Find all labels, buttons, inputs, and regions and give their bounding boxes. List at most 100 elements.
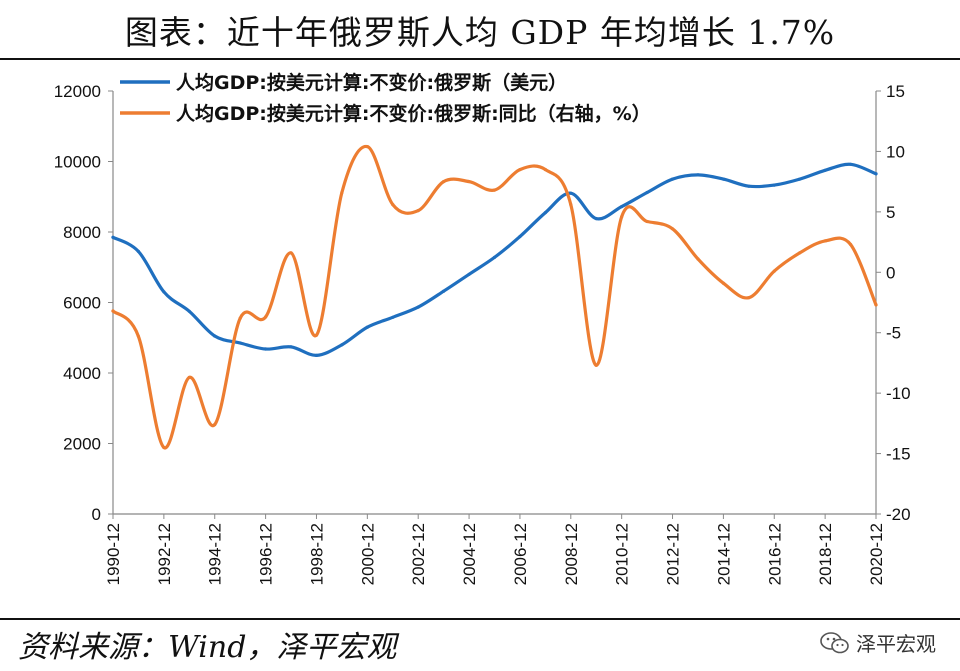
data-point-1-11 (391, 203, 395, 207)
data-point-1-3 (187, 375, 191, 379)
data-point-0-5 (238, 341, 242, 345)
data-point-0-14 (467, 272, 471, 276)
data-point-0-26 (772, 183, 776, 187)
data-point-0-20 (620, 205, 624, 209)
x-tick-label: 2012-12 (664, 523, 683, 585)
data-point-1-6 (264, 315, 268, 319)
wechat-icon (820, 631, 849, 653)
data-point-0-22 (670, 177, 675, 181)
right-tick-label: 10 (886, 142, 905, 161)
right-tick-label: -20 (886, 505, 911, 524)
data-point-1-2 (162, 445, 166, 450)
left-tick-label: 12000 (54, 82, 101, 101)
x-tick-label: 2004-12 (460, 523, 479, 585)
left-tick-label: 6000 (63, 294, 101, 313)
source-note: 资料来源：Wind，泽平宏观 (18, 630, 397, 665)
right-tick-label: 15 (886, 82, 905, 101)
series-line-0 (111, 162, 878, 357)
data-point-1-21 (645, 219, 649, 224)
right-tick-label: -15 (886, 445, 911, 464)
data-point-0-17 (543, 211, 548, 215)
data-point-0-6 (264, 347, 268, 351)
watermark-text: 泽平宏观 (856, 632, 936, 656)
data-point-1-19 (594, 363, 598, 367)
right-tick-label: -5 (886, 324, 901, 343)
data-point-1-4 (213, 423, 217, 427)
data-point-0-1 (136, 249, 140, 253)
data-point-1-27 (798, 251, 802, 255)
chart-axes (112, 91, 877, 515)
x-tick-label: 2020-12 (867, 523, 886, 585)
x-tick-label: 2002-12 (409, 523, 428, 585)
data-point-0-15 (492, 255, 497, 259)
title-divider (0, 58, 960, 60)
legend-label-0: 人均GDP:按美元计算:不变价:俄罗斯（美元） (176, 71, 567, 94)
left-tick-label: 10000 (54, 153, 101, 172)
x-tick-label: 2006-12 (511, 523, 530, 585)
data-point-0-24 (721, 177, 726, 181)
x-tick-label: 2010-12 (613, 523, 632, 585)
data-point-0-29 (849, 162, 853, 166)
data-point-1-12 (416, 209, 420, 213)
x-tick-label: 2014-12 (714, 523, 733, 585)
data-point-1-30 (874, 303, 878, 307)
x-tick-label: 2000-12 (358, 523, 377, 585)
data-point-1-5 (238, 316, 242, 320)
x-tick-label: 1994-12 (206, 523, 225, 585)
data-point-1-16 (518, 168, 522, 172)
legend-label-1: 人均GDP:按美元计算:不变价:俄罗斯:同比（右轴，%） (176, 102, 651, 125)
x-tick-label: 2016-12 (765, 523, 784, 585)
left-axis-ticks: 0 2000 4000 6000 8000 10000 12000 (54, 82, 113, 524)
data-point-0-0 (111, 235, 115, 239)
data-point-0-13 (442, 289, 446, 293)
data-point-1-29 (849, 242, 853, 247)
left-tick-label: 2000 (63, 435, 101, 454)
watermark: 泽平宏观 (820, 628, 936, 657)
data-point-1-17 (543, 168, 548, 172)
left-tick-label: 0 (92, 505, 101, 524)
data-point-0-30 (874, 172, 878, 176)
data-point-0-19 (594, 217, 598, 221)
data-point-0-10 (365, 325, 369, 329)
data-point-1-18 (569, 203, 573, 207)
data-point-0-8 (314, 353, 319, 357)
series-line-1 (111, 144, 878, 450)
left-tick-label: 8000 (63, 223, 101, 242)
data-point-0-9 (340, 343, 344, 347)
data-point-1-0 (111, 309, 115, 313)
right-axis-ticks: -20 -15 -10 -5 0 5 10 15 (876, 82, 911, 524)
data-point-1-7 (289, 251, 293, 255)
data-point-0-21 (645, 190, 649, 195)
legend: 人均GDP:按美元计算:不变价:俄罗斯（美元） 人均GDP:按美元计算:不变价:俄… (120, 71, 651, 125)
data-point-0-12 (416, 305, 420, 309)
data-point-0-7 (289, 345, 293, 349)
left-tick-label: 4000 (63, 364, 101, 383)
data-point-1-14 (467, 180, 471, 184)
data-point-0-11 (391, 315, 395, 319)
data-point-0-16 (518, 235, 522, 239)
data-point-1-22 (670, 227, 675, 231)
right-tick-label: 0 (886, 263, 895, 282)
x-tick-label: 2008-12 (562, 523, 581, 585)
x-tick-label: 2018-12 (816, 523, 835, 585)
data-point-0-2 (162, 290, 166, 294)
data-point-1-10 (365, 145, 369, 149)
data-point-1-1 (136, 334, 140, 338)
x-tick-label: 1998-12 (307, 523, 326, 585)
data-point-0-25 (747, 184, 751, 188)
source-divider (0, 618, 960, 620)
chart-title: 图表：近十年俄罗斯人均 GDP 年均增长 1.7% (124, 13, 836, 52)
data-point-1-13 (442, 180, 446, 184)
right-tick-label: -10 (886, 384, 911, 403)
data-point-1-28 (823, 239, 827, 243)
x-tick-label: 1990-12 (104, 523, 123, 585)
data-point-1-9 (340, 190, 344, 195)
data-point-0-28 (823, 168, 827, 172)
data-point-0-18 (569, 191, 573, 195)
data-point-0-3 (187, 309, 191, 313)
data-point-0-27 (798, 177, 802, 181)
data-point-1-25 (747, 296, 751, 300)
data-point-1-15 (492, 188, 497, 192)
x-axis-ticks: 1990-12 1992-12 1994-12 1996-12 1998-12 2000-… (104, 514, 886, 585)
data-point-1-26 (772, 269, 776, 273)
